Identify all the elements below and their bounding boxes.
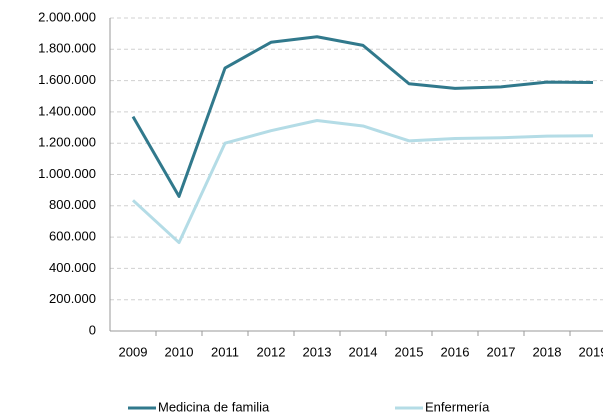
x-tick-label: 2015 <box>395 344 424 359</box>
x-tick-label: 2018 <box>533 344 562 359</box>
x-tick-label: 2011 <box>211 344 239 359</box>
x-tick-label: 2009 <box>119 344 148 359</box>
y-tick-label: 1.800.000 <box>38 41 96 56</box>
x-tick-label: 2012 <box>257 344 286 359</box>
x-tick-label: 2014 <box>349 344 378 359</box>
x-tick-label: 2010 <box>165 344 194 359</box>
legend-label: Enfermería <box>425 399 490 414</box>
x-tick-label: 2019 <box>579 344 603 359</box>
y-tick-label: 400.000 <box>49 260 96 275</box>
y-tick-label: 200.000 <box>49 291 96 306</box>
x-tick-label: 2017 <box>487 344 516 359</box>
y-tick-label: 1.400.000 <box>38 103 96 118</box>
y-tick-label: 600.000 <box>49 229 96 244</box>
y-tick-label: 0 <box>89 322 96 337</box>
y-tick-label: 2.000.000 <box>38 9 96 24</box>
y-tick-label: 1.600.000 <box>38 72 96 87</box>
line <box>131 119 594 245</box>
y-tick-label: 1.000.000 <box>38 166 96 181</box>
y-tick-label: 800.000 <box>49 197 96 212</box>
legend-label: Medicina de familia <box>158 399 270 414</box>
x-tick-label: 2013 <box>303 344 332 359</box>
line <box>131 35 594 198</box>
x-tick-label: 2016 <box>441 344 470 359</box>
y-tick-label: 1.200.000 <box>38 135 96 150</box>
